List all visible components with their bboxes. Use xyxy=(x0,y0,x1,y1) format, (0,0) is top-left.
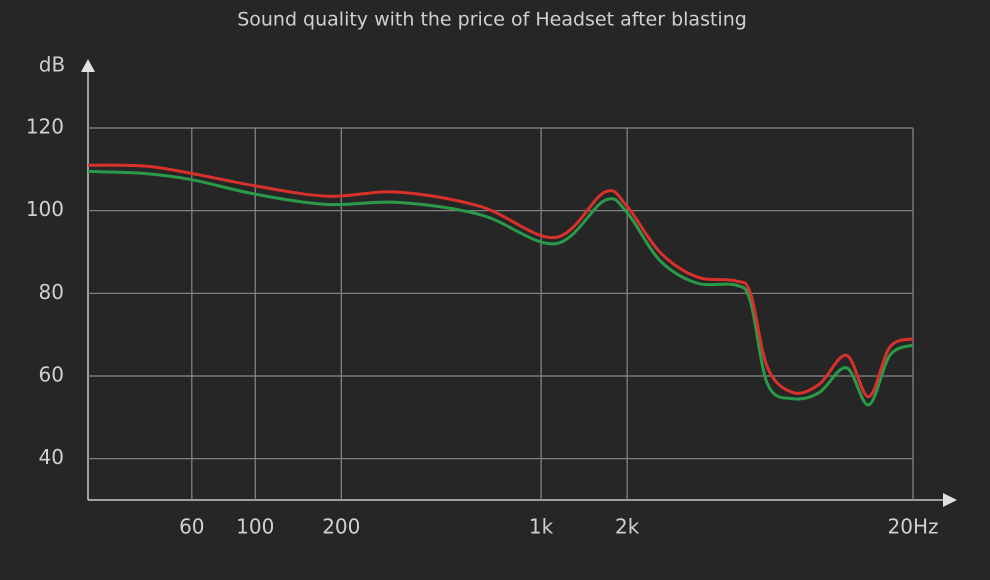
y-axis-label: dB xyxy=(39,53,65,77)
y-tick-label: 60 xyxy=(39,363,64,387)
x-tick-label: 20Hz xyxy=(888,515,939,539)
chart-title: Sound quality with the price of Headset … xyxy=(237,9,747,31)
x-tick-label: 60 xyxy=(179,515,204,539)
line-series xyxy=(87,163,914,399)
x-axis-arrow xyxy=(943,493,957,507)
y-tick-label: 80 xyxy=(39,280,64,304)
x-tick-label: 1k xyxy=(529,515,554,539)
x-tick-label: 100 xyxy=(236,515,274,539)
y-tick-label: 120 xyxy=(26,115,64,139)
y-axis-arrow xyxy=(81,59,95,72)
line-series xyxy=(87,169,914,407)
y-tick-label: 100 xyxy=(26,197,64,221)
x-tick-label: 200 xyxy=(322,515,360,539)
y-tick-label: 40 xyxy=(39,445,64,469)
x-tick-label: 2k xyxy=(615,515,640,539)
